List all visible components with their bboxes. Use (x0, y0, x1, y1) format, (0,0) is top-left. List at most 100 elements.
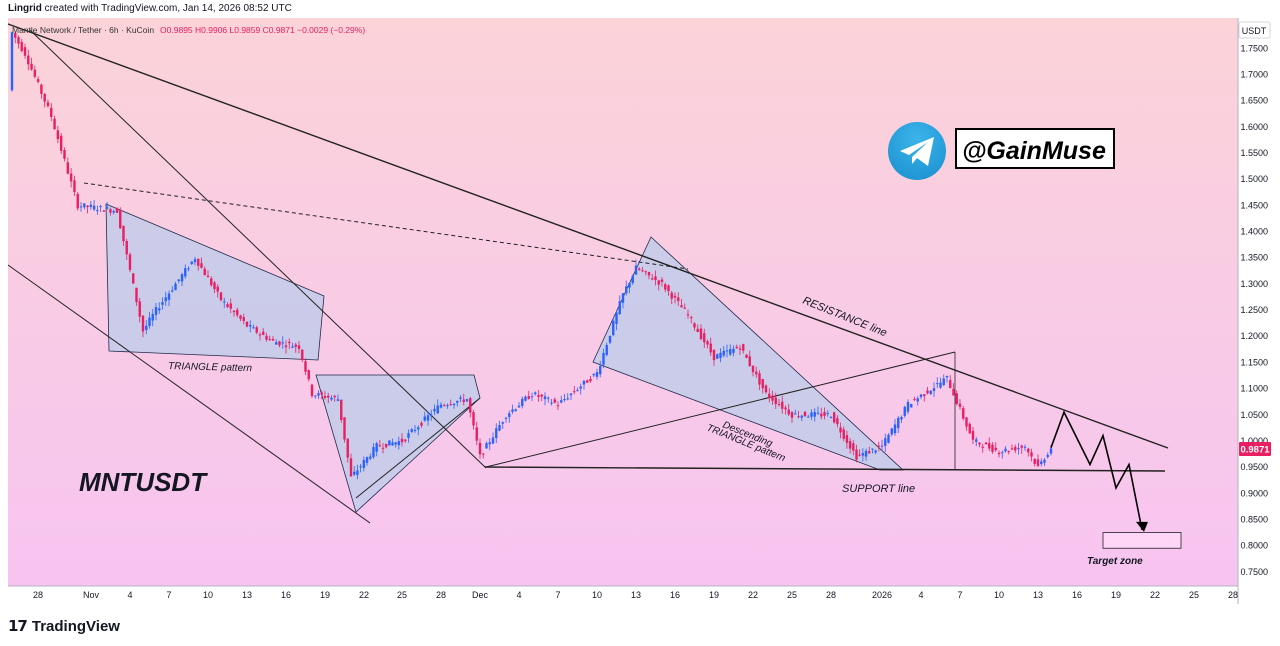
support-label: SUPPORT line (842, 483, 915, 495)
candle-body (229, 303, 232, 309)
candle-body (417, 427, 420, 430)
time-tick-label: 16 (670, 590, 680, 600)
candle-body (73, 180, 76, 192)
candle-body (439, 404, 443, 408)
time-tick-label: 28 (436, 590, 446, 600)
candle-body (495, 428, 498, 439)
candle-body (151, 314, 154, 321)
candle-body (488, 442, 491, 445)
candle-body (375, 443, 378, 452)
candle-body (219, 292, 223, 301)
candle-body (1004, 448, 1007, 452)
candle-body (975, 439, 978, 442)
dashed-line (83, 182, 689, 270)
candle-body (900, 417, 903, 420)
arrow-head-icon (1136, 521, 1148, 532)
candle-body (132, 273, 135, 284)
candle-body (1020, 445, 1023, 448)
candle-body (599, 365, 602, 375)
price-axis-background (1238, 18, 1272, 604)
time-tick-label: 22 (359, 590, 369, 600)
candle-body (501, 422, 504, 424)
candle-body (823, 411, 826, 416)
candle-body (135, 287, 138, 303)
time-tick-label: 4 (127, 590, 132, 600)
price-tick-label: 1.7000 (1240, 69, 1268, 79)
price-tick-label: 1.7500 (1240, 43, 1268, 53)
candle-body (426, 415, 430, 421)
candle-body (716, 354, 719, 359)
telegram-handle: @GainMuse (962, 137, 1106, 165)
chart-svg[interactable]: 1.7500 1.7000 1.6500 1.6000 1.5500 1.5000 1.45… (0, 18, 1280, 604)
pattern-shapes (105, 203, 905, 513)
time-axis-ticks: 28 Nov 4 7 10 13 16 19 22 25 28 Dec 4 7 10 13 16 19 22 25 28… (33, 590, 1238, 600)
candle-body (660, 279, 664, 282)
candle-body (148, 317, 151, 327)
candle-body (105, 207, 109, 209)
candle-body (722, 350, 725, 356)
time-tick-label: 25 (397, 590, 407, 600)
candle-body (537, 395, 540, 397)
chart-panel[interactable]: 1.7500 1.7000 1.6500 1.6000 1.5500 1.5000 1.45… (0, 18, 1280, 604)
candle-body (903, 406, 906, 416)
candle-body (109, 209, 112, 213)
candle-body (378, 445, 382, 447)
time-tick-label: 10 (994, 590, 1004, 600)
candle-body (651, 278, 654, 280)
candle-body (161, 302, 164, 305)
time-tick-label: 16 (1072, 590, 1082, 600)
created-text: created with TradingView.com, Jan 14, 20… (44, 3, 292, 14)
candle-body (265, 335, 268, 340)
telegram-badge[interactable]: @GainMuse (888, 122, 1115, 180)
candle-body (673, 295, 677, 298)
candle-body (333, 395, 336, 398)
candle-body (362, 460, 366, 468)
candle-body (877, 445, 881, 447)
candle-body (644, 271, 647, 273)
candle-body (566, 398, 569, 400)
candle-body (540, 394, 543, 397)
candle-body (23, 47, 27, 56)
candle-body (991, 444, 994, 452)
candle-body (774, 397, 777, 405)
candle-body (184, 268, 187, 277)
candle-body (913, 399, 916, 401)
candle-body (680, 305, 683, 308)
support-line (484, 466, 1166, 472)
candle-body (777, 403, 781, 406)
candle-body (465, 399, 469, 402)
time-tick-label: 22 (748, 590, 758, 600)
candle-body (53, 118, 56, 130)
candle-body (508, 413, 511, 418)
candle-body (1023, 446, 1027, 448)
candle-body (310, 384, 314, 397)
currency-label-box (1238, 21, 1271, 39)
legend-ohlc: O0.9895 H0.9906 L0.9859 C0.9871 −0.0029 … (160, 25, 365, 35)
time-tick-label: 2026 (872, 590, 892, 600)
candle-body (443, 405, 446, 407)
candle-body (530, 396, 534, 398)
candle-body (803, 411, 807, 417)
time-axis-background (0, 586, 1238, 604)
candle-body (1014, 446, 1017, 451)
candle-body (452, 403, 456, 406)
tradingview-logo[interactable]: 17 TradingView (8, 617, 120, 635)
candle-body (703, 333, 706, 343)
candle-body (874, 450, 877, 453)
candle-body (239, 315, 242, 319)
telegram-icon[interactable] (888, 122, 946, 180)
candle-body (569, 393, 573, 396)
candle-body (745, 354, 748, 358)
candle-body (96, 210, 99, 212)
candle-body (226, 304, 229, 308)
candle-body (294, 344, 297, 347)
candle-body (268, 339, 271, 341)
candle-body (249, 325, 252, 327)
candle-body (236, 309, 239, 316)
candle-body (1027, 448, 1030, 453)
candle-body (327, 395, 330, 398)
candle-body (388, 440, 391, 446)
candle-body (755, 371, 758, 375)
candle-body (197, 258, 200, 266)
candle-body (686, 314, 690, 316)
